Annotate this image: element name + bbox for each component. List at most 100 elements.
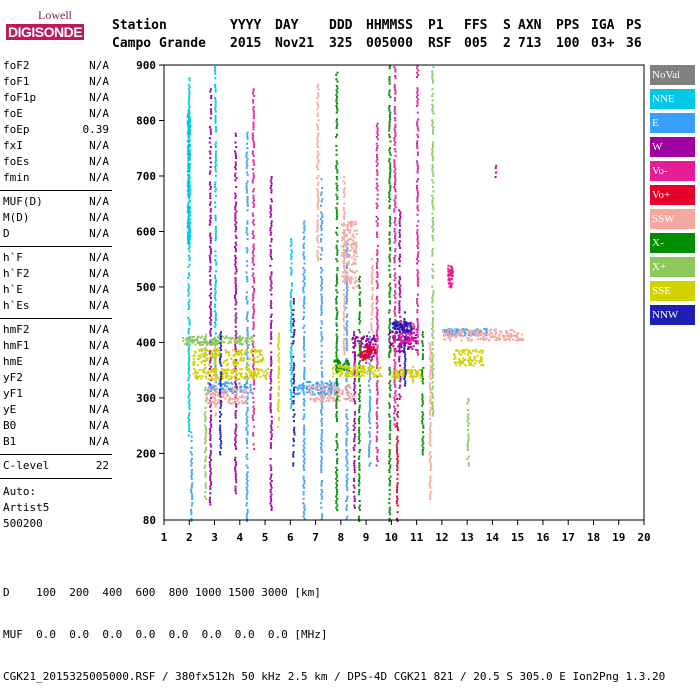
data-point bbox=[371, 327, 373, 329]
data-point bbox=[190, 489, 192, 491]
data-point bbox=[321, 298, 323, 300]
data-point bbox=[321, 220, 323, 222]
data-point bbox=[277, 355, 279, 357]
data-point bbox=[353, 224, 355, 226]
data-point bbox=[432, 368, 434, 370]
data-point bbox=[215, 157, 217, 159]
data-point bbox=[350, 250, 352, 252]
data-point bbox=[337, 72, 339, 74]
data-point bbox=[432, 313, 434, 315]
data-point bbox=[321, 338, 323, 340]
data-point bbox=[416, 303, 418, 305]
data-point bbox=[291, 371, 293, 373]
data-point bbox=[416, 141, 418, 143]
data-point bbox=[234, 344, 236, 346]
data-point bbox=[210, 288, 212, 290]
data-point bbox=[495, 172, 497, 174]
data-point bbox=[203, 371, 205, 373]
data-point bbox=[397, 416, 399, 418]
data-point bbox=[214, 182, 216, 184]
data-point bbox=[394, 117, 396, 119]
data-point bbox=[395, 395, 397, 397]
data-point bbox=[270, 351, 272, 353]
data-point bbox=[369, 442, 371, 444]
data-point bbox=[259, 350, 261, 352]
data-point bbox=[210, 297, 212, 299]
data-point bbox=[188, 248, 190, 250]
data-point bbox=[316, 188, 318, 190]
data-point bbox=[397, 511, 399, 513]
data-point bbox=[337, 81, 339, 83]
data-point bbox=[353, 496, 355, 498]
data-point bbox=[205, 351, 207, 353]
data-point bbox=[431, 77, 433, 79]
data-point bbox=[235, 424, 237, 426]
data-point bbox=[335, 194, 337, 196]
data-point bbox=[210, 426, 212, 428]
data-point bbox=[234, 208, 236, 210]
data-point bbox=[433, 66, 435, 68]
data-point bbox=[203, 360, 205, 362]
data-point bbox=[209, 368, 211, 370]
data-point bbox=[238, 339, 240, 341]
data-point bbox=[359, 396, 361, 398]
data-point bbox=[209, 455, 211, 457]
data-point bbox=[252, 295, 254, 297]
data-point bbox=[346, 498, 348, 500]
data-point bbox=[303, 225, 305, 227]
data-point bbox=[348, 239, 350, 241]
data-point bbox=[188, 421, 190, 423]
data-point bbox=[315, 400, 317, 402]
data-point bbox=[422, 440, 424, 442]
data-point bbox=[235, 250, 237, 252]
data-point bbox=[270, 205, 272, 207]
data-point bbox=[246, 265, 248, 267]
data-point bbox=[271, 369, 273, 371]
data-point bbox=[235, 313, 237, 315]
data-point bbox=[235, 226, 237, 228]
data-point bbox=[376, 438, 378, 440]
data-point bbox=[226, 359, 228, 361]
data-point bbox=[388, 511, 390, 513]
data-point bbox=[235, 463, 237, 465]
data-point bbox=[407, 342, 409, 344]
data-point bbox=[246, 342, 248, 344]
data-point bbox=[189, 324, 191, 326]
data-point bbox=[246, 189, 248, 191]
data-point bbox=[209, 219, 211, 221]
data-point bbox=[242, 391, 244, 393]
data-point bbox=[245, 156, 247, 158]
data-point bbox=[328, 400, 330, 402]
data-point bbox=[353, 335, 355, 337]
data-point bbox=[291, 331, 293, 333]
data-point bbox=[431, 361, 433, 363]
data-point bbox=[306, 387, 308, 389]
data-point bbox=[225, 372, 227, 374]
data-point bbox=[210, 452, 212, 454]
data-point bbox=[250, 384, 252, 386]
data-point bbox=[389, 371, 391, 373]
data-point bbox=[416, 298, 418, 300]
data-point bbox=[269, 407, 271, 409]
data-point bbox=[388, 356, 390, 358]
data-point bbox=[352, 372, 354, 374]
data-point bbox=[220, 442, 222, 444]
data-point bbox=[247, 467, 249, 469]
data-point bbox=[377, 189, 379, 191]
data-point bbox=[235, 441, 237, 443]
data-point bbox=[303, 516, 305, 518]
data-point bbox=[346, 451, 348, 453]
data-point bbox=[234, 179, 236, 181]
data-point bbox=[417, 336, 419, 338]
data-point bbox=[271, 509, 273, 511]
data-point bbox=[398, 243, 400, 245]
data-point bbox=[394, 144, 396, 146]
data-point bbox=[252, 317, 254, 319]
data-point bbox=[247, 180, 249, 182]
data-point bbox=[190, 431, 192, 433]
data-point bbox=[345, 361, 347, 363]
data-point bbox=[210, 335, 212, 337]
data-point bbox=[219, 453, 221, 455]
data-point bbox=[338, 360, 340, 362]
data-point bbox=[354, 445, 356, 447]
